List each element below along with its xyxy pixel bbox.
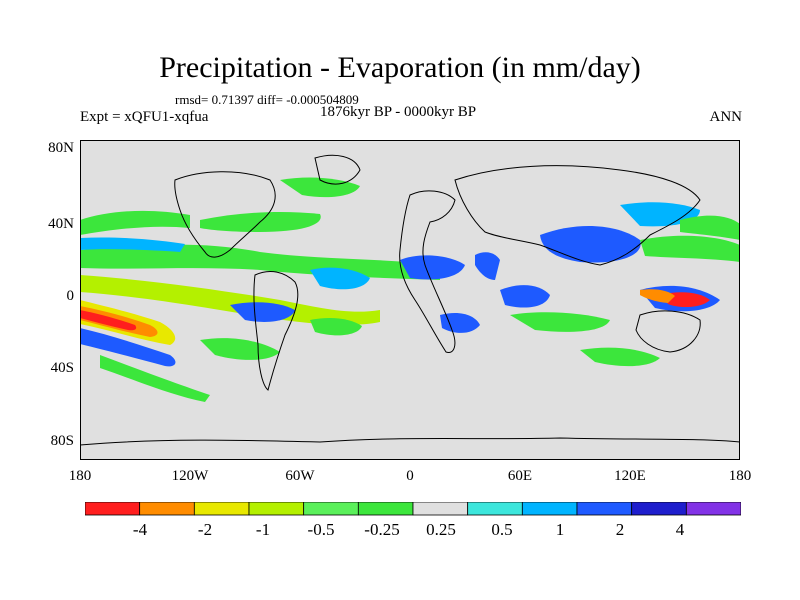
colorbar-swatch <box>521 502 578 516</box>
colorbar-swatch <box>412 502 469 516</box>
colorbar-label-m05: -0.5 <box>307 520 335 539</box>
colorbar-label-p05: 0.5 <box>491 520 513 539</box>
lon-label-120e: 120E <box>614 468 646 484</box>
map-panel <box>80 140 740 460</box>
anomaly-fields <box>80 177 740 402</box>
colorbar-label-p1: 1 <box>555 520 565 539</box>
colorbar-label-m2: -2 <box>197 520 213 539</box>
colorbar-label-m4: -4 <box>132 520 148 539</box>
stats-line: rmsd= 0.71397 diff= -0.000504809 <box>175 92 359 107</box>
lon-label-60w: 60W <box>285 468 315 484</box>
colorbar-swatch <box>631 502 687 516</box>
colorbar <box>85 502 741 516</box>
lon-label-180w: 180 <box>68 468 92 484</box>
colorbar-swatch <box>139 502 195 516</box>
colorbar-swatch <box>357 502 414 516</box>
lat-label-80s: 80S <box>50 433 74 449</box>
lat-label-80n: 80N <box>48 140 74 156</box>
lon-label-120w: 120W <box>171 468 209 484</box>
lon-label-60e: 60E <box>507 468 533 484</box>
colorbar-label-p4: 4 <box>675 520 685 539</box>
colorbar-swatch <box>303 502 359 516</box>
coastlines <box>80 154 740 446</box>
plot-title: Precipitation - Evaporation (in mm/day) <box>159 51 641 84</box>
map-frame <box>80 140 740 460</box>
colorbar-swatch <box>85 502 141 516</box>
lon-label-0: 0 <box>406 468 414 484</box>
colorbar-swatch <box>576 502 633 516</box>
lon-label-180e: 180 <box>728 468 752 484</box>
lat-label-40n: 40N <box>48 216 74 232</box>
period-label: 1876kyr BP - 0000kyr BP <box>320 104 477 120</box>
season-label: ANN <box>709 109 743 125</box>
colorbar-swatch <box>467 502 523 516</box>
colorbar-label-p025: 0.25 <box>426 520 456 539</box>
colorbar-label-m1: -1 <box>255 520 271 539</box>
colorbar-label-m025: -0.25 <box>364 520 400 539</box>
lat-label-40s: 40S <box>50 360 74 376</box>
colorbar-swatch <box>193 502 250 516</box>
experiment-label: Expt = xQFU1-xqfua <box>80 109 209 125</box>
colorbar-swatch <box>685 502 741 516</box>
lat-label-0: 0 <box>66 288 75 304</box>
colorbar-swatch <box>248 502 305 516</box>
colorbar-label-p2: 2 <box>615 520 625 539</box>
